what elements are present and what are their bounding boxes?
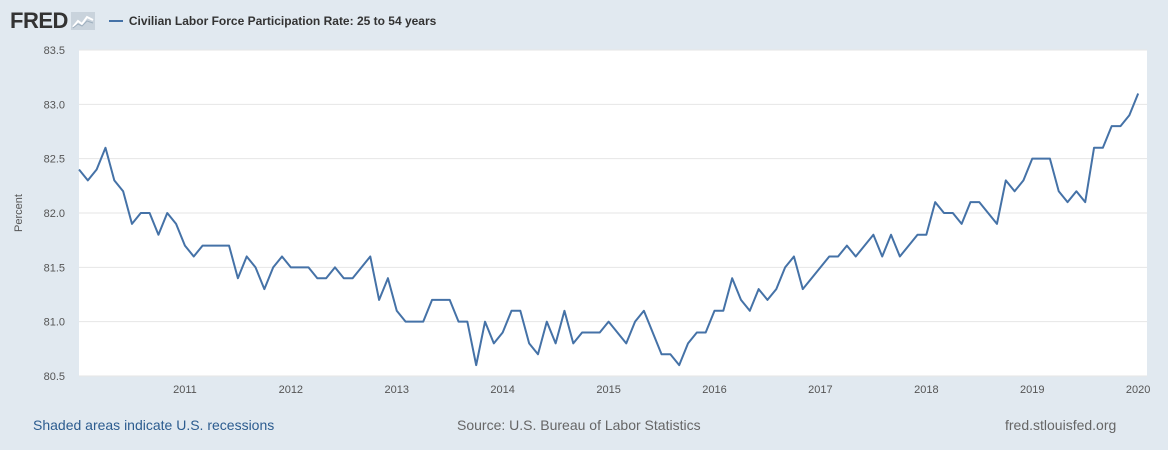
y-tick-label: 82.0	[44, 208, 65, 220]
fred-chart-icon	[70, 12, 95, 30]
x-tick-label: 2020	[1126, 384, 1150, 396]
y-tick-label: 82.5	[44, 154, 65, 166]
source-text: Source: U.S. Bureau of Labor Statistics	[457, 417, 701, 433]
x-tick-label: 2019	[1020, 384, 1044, 396]
y-axis-title: Percent	[13, 194, 25, 232]
y-tick-label: 80.5	[44, 371, 65, 383]
y-tick-label: 81.5	[44, 262, 65, 274]
y-axis-ticks: 80.5 81.0 81.5 82.0 82.5 83.0 83.5	[44, 45, 65, 383]
legend-series-label: Civilian Labor Force Participation Rate:…	[128, 14, 437, 28]
chart-header: FRED Civilian Labor Force Participation …	[10, 8, 436, 34]
y-tick-label: 81.0	[44, 317, 65, 329]
x-tick-label: 2014	[490, 384, 514, 396]
x-tick-label: 2018	[914, 384, 938, 396]
site-link[interactable]: fred.stlouisfed.org	[1005, 417, 1117, 433]
x-tick-label: 2017	[808, 384, 832, 396]
x-tick-label: 2012	[279, 384, 303, 396]
series-line	[78, 93, 1140, 367]
x-tick-label: 2011	[173, 384, 197, 396]
gridlines	[79, 49, 1147, 377]
legend-swatch	[108, 20, 123, 22]
y-tick-label: 83.0	[44, 99, 65, 111]
chart-legend: Civilian Labor Force Participation Rate:…	[108, 14, 437, 28]
y-tick-label: 83.5	[44, 45, 65, 57]
line-chart: 80.581.081.582.082.583.083.5 2011 2012 201…	[13, 45, 1150, 396]
recessions-link[interactable]: Shaded areas indicate U.S. recessions	[33, 417, 275, 433]
fred-logo[interactable]: FRED	[10, 8, 68, 33]
x-tick-label: 2013	[385, 384, 409, 396]
x-tick-label: 2015	[596, 384, 620, 396]
x-tick-label: 2016	[702, 384, 726, 396]
x-axis-ticks: 2011 2012 2013 2014 2015 2016 2017 2018 2019 2020	[173, 384, 1150, 396]
